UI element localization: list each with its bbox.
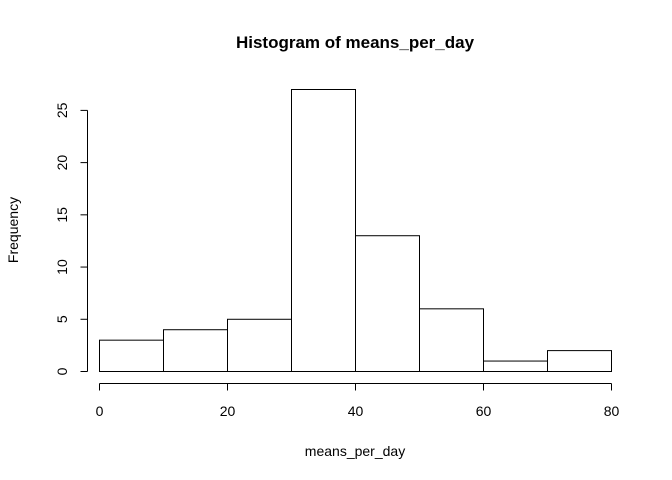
y-tick-label-5: 25 <box>54 102 70 118</box>
histogram-bar-6 <box>483 360 548 372</box>
histogram-bar-4 <box>355 235 420 372</box>
histogram-bar-3 <box>291 89 356 372</box>
y-axis-label: Frequency <box>5 197 21 263</box>
x-tick-label-3: 60 <box>476 403 492 419</box>
y-axis: 0 5 10 15 20 25 <box>54 102 88 375</box>
y-tick-label-4: 20 <box>54 155 70 171</box>
x-tick-label-0: 0 <box>96 403 104 419</box>
x-tick-label-1: 20 <box>220 403 236 419</box>
x-axis-label: means_per_day <box>305 443 405 459</box>
x-axis: 0 20 40 60 80 <box>96 383 620 419</box>
chart-title: Histogram of means_per_day <box>236 33 475 52</box>
y-tick-label-2: 10 <box>54 259 70 275</box>
y-tick-label-0: 0 <box>54 367 70 375</box>
y-tick-label-1: 5 <box>54 315 70 323</box>
bars-group <box>99 89 612 373</box>
histogram-bar-5 <box>419 308 484 373</box>
x-tick-label-4: 80 <box>604 403 620 419</box>
histogram-bar-1 <box>163 329 228 373</box>
histogram-bar-0 <box>99 339 164 372</box>
histogram-bar-2 <box>227 318 292 372</box>
y-tick-label-3: 15 <box>54 207 70 223</box>
histogram-bar-7 <box>547 350 612 373</box>
x-tick-label-2: 40 <box>348 403 364 419</box>
